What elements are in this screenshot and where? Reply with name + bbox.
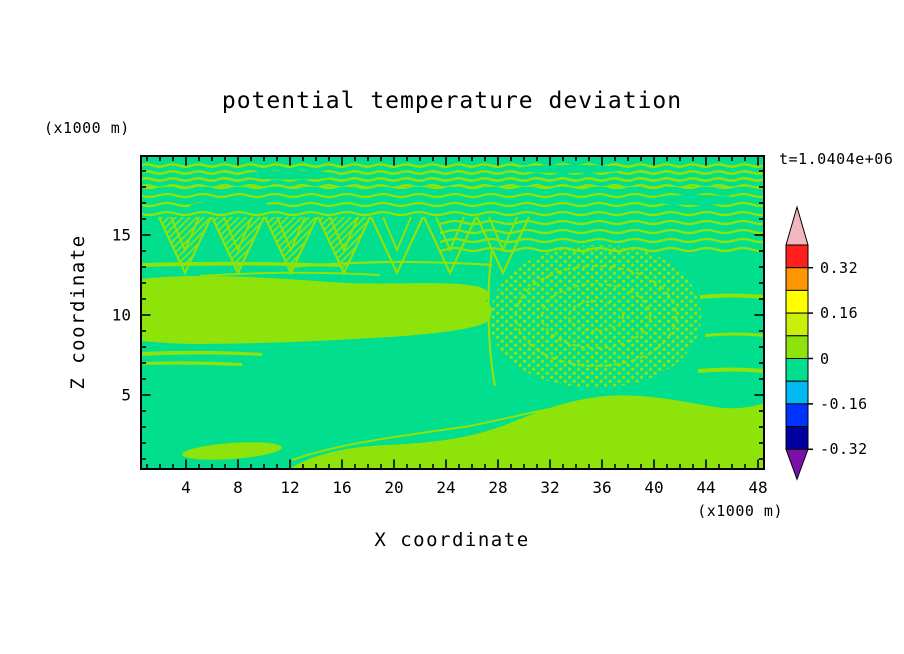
colorbar-tick-label: 0.16: [820, 304, 859, 323]
x-tick-label: 48: [748, 478, 768, 497]
x-axis-title: X coordinate: [374, 529, 530, 551]
x-tick-label: 40: [644, 478, 664, 497]
y-tick-label: 15: [111, 225, 131, 245]
x-tick-label: 8: [233, 478, 243, 497]
contour-plot: [140, 155, 765, 470]
x-tick-label: 36: [592, 478, 612, 497]
x-axis-units: (x1000 m): [697, 502, 783, 520]
y-axis-title: Z coordinate: [67, 234, 89, 390]
time-label: t=1.0404e+06: [779, 150, 894, 168]
x-tick-label: 32: [540, 478, 560, 497]
x-tick-label: 4: [181, 478, 191, 497]
x-tick-label: 20: [384, 478, 404, 497]
plot-frame: [140, 155, 765, 470]
y-tick-label: 5: [121, 385, 131, 405]
axis-ticks: [141, 156, 764, 469]
y-axis-units: (x1000 m): [44, 119, 130, 137]
x-tick-label: 16: [332, 478, 352, 497]
plot-title: potential temperature deviation: [221, 88, 683, 114]
x-tick-label: 12: [280, 478, 300, 497]
x-tick-label: 44: [696, 478, 716, 497]
x-tick-label: 28: [488, 478, 508, 497]
contour-field: [140, 155, 765, 470]
x-tick-label: 24: [436, 478, 456, 497]
y-tick-label: 10: [111, 305, 131, 325]
colorbar: [785, 205, 813, 481]
colorbar-tick-label: 0: [820, 349, 830, 368]
colorbar-tick-label: 0.32: [820, 258, 859, 277]
colorbar-tick-label: -0.32: [820, 440, 868, 459]
colorbar-tick-label: -0.16: [820, 394, 868, 413]
